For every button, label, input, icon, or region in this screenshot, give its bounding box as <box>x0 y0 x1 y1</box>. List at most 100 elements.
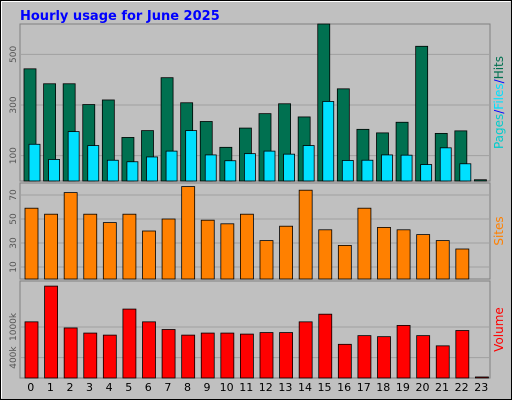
panel-1-frame <box>19 182 491 280</box>
sites-bar <box>435 240 450 280</box>
volume-bar <box>220 332 235 379</box>
sites-bar <box>416 234 431 280</box>
files-bar <box>224 160 237 182</box>
panel-2-ytick-label: 1000k <box>9 312 19 341</box>
files-bar <box>185 130 198 182</box>
x-tick-label: 17 <box>357 381 371 394</box>
volume-bar <box>44 285 58 379</box>
volume-bar <box>416 335 431 379</box>
ylabel-part: Files <box>492 83 506 109</box>
x-tick-label: 9 <box>204 381 211 394</box>
volume-bar <box>200 332 215 379</box>
x-tick-label: 13 <box>278 381 292 394</box>
sites-bar <box>259 240 274 280</box>
volume-bar <box>396 325 411 379</box>
files-bar <box>106 159 119 182</box>
volume-bar <box>102 334 117 379</box>
sites-bar <box>357 207 372 280</box>
sites-bar <box>161 218 176 280</box>
x-tick-label: 15 <box>318 381 332 394</box>
x-tick-label: 3 <box>86 381 93 394</box>
sites-bar <box>396 229 411 280</box>
files-bar <box>165 150 178 182</box>
x-tick-label: 2 <box>66 381 73 394</box>
sites-bar <box>24 207 39 280</box>
chart-title: Hourly usage for June 2025 <box>20 9 220 24</box>
volume-bar <box>279 332 293 379</box>
volume-bar <box>181 334 196 379</box>
panel-0-ylabel: Pages/Files/Hits <box>492 56 506 149</box>
volume-bar <box>337 343 352 379</box>
files-bar <box>400 154 413 182</box>
files-bar <box>244 153 256 182</box>
x-tick-label: 1 <box>47 381 54 394</box>
panel-1-ylabel: Sites <box>492 216 506 245</box>
x-tick-label: 22 <box>455 381 469 394</box>
files-bar <box>322 101 335 182</box>
sites-bar <box>279 225 293 280</box>
files-bar <box>87 145 100 182</box>
x-tick-label: 21 <box>435 381 449 394</box>
x-tick-label: 23 <box>474 381 488 394</box>
volume-bar <box>122 308 137 379</box>
sites-bar <box>142 230 156 280</box>
files-bar <box>439 147 452 182</box>
x-tick-label: 18 <box>376 381 390 394</box>
files-bar <box>263 150 276 182</box>
panel-2-frame <box>19 280 491 379</box>
volume-bar <box>318 313 333 379</box>
files-bar <box>302 145 315 182</box>
x-tick-label: 5 <box>125 381 132 394</box>
sites-bar <box>63 192 78 280</box>
files-bar <box>420 164 433 182</box>
x-tick-label: 14 <box>298 381 312 394</box>
files-bar <box>459 163 472 182</box>
sites-bar <box>181 186 196 280</box>
sites-bar <box>337 244 352 280</box>
x-tick-label: 16 <box>337 381 351 394</box>
panel-0-ytick-label: 100 <box>9 147 19 164</box>
volume-bar <box>377 336 391 379</box>
sites-bar <box>122 213 137 280</box>
ylabel-part: Pages <box>492 114 506 149</box>
x-tick-label: 7 <box>164 381 171 394</box>
volume-bar <box>63 327 78 379</box>
volume-bar <box>298 321 313 379</box>
volume-bar <box>259 332 274 379</box>
hits-bar <box>415 45 429 182</box>
files-bar <box>67 131 80 182</box>
x-tick-label: 11 <box>239 381 253 394</box>
sites-bar <box>377 226 391 280</box>
files-bar <box>28 143 41 182</box>
panel-0-ytick-label: 500 <box>9 46 19 63</box>
panel-1-ytick-label: 50 <box>9 213 19 225</box>
x-tick-label: 12 <box>259 381 273 394</box>
sites-bar <box>102 222 117 280</box>
volume-bar <box>83 332 98 379</box>
sites-bar <box>240 213 254 280</box>
files-bar <box>204 154 217 182</box>
files-bar <box>146 156 158 182</box>
sites-bar <box>318 229 333 280</box>
files-bar <box>381 154 393 182</box>
files-bar <box>341 160 354 182</box>
ylabel-part: / <box>492 109 506 114</box>
volume-bar <box>455 330 470 379</box>
files-bar <box>48 159 60 182</box>
sites-bar <box>83 213 98 280</box>
sites-bar <box>455 248 470 280</box>
volume-bar <box>240 333 254 379</box>
files-bar <box>283 153 295 182</box>
x-tick-label: 6 <box>145 381 152 394</box>
volume-bar <box>24 321 39 379</box>
sites-bar <box>44 213 58 280</box>
panel-1-ytick-label: 30 <box>9 237 19 249</box>
volume-bar <box>142 321 156 379</box>
ylabel-part: / <box>492 78 506 83</box>
panel-1-ytick-label: 70 <box>9 189 19 201</box>
panel-2-ytick-label: 400k <box>9 346 19 369</box>
volume-bar <box>475 376 489 379</box>
hits-bar <box>474 179 487 182</box>
